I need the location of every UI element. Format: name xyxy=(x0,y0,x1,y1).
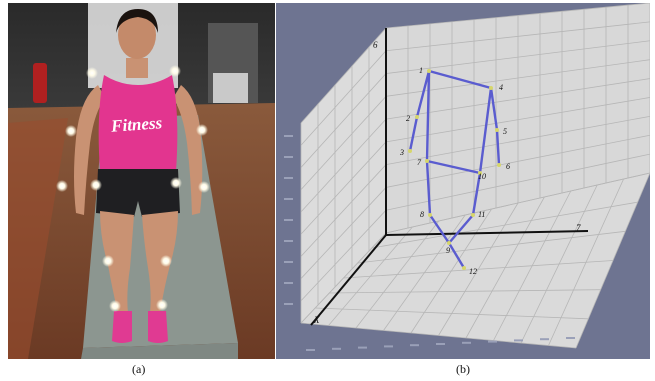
joint-marker-10 xyxy=(478,171,482,175)
reflective-markers xyxy=(56,65,210,312)
skeleton-segment-1-7 xyxy=(425,69,431,163)
skeleton-segment-7-10 xyxy=(425,159,482,175)
skeleton-segment-1-2 xyxy=(415,69,431,119)
y-axis-label: 7 xyxy=(576,223,581,233)
skeleton-segment-1-4 xyxy=(427,69,493,90)
joint-label-12: 12 xyxy=(469,267,477,276)
left-wall xyxy=(301,28,386,323)
shirt-text: Fitness xyxy=(110,113,164,136)
joint-marker-9 xyxy=(447,241,451,245)
joint-label-9: 9 xyxy=(446,246,450,255)
skeleton-segment-4-5 xyxy=(489,86,499,132)
skeleton-segment-11-9 xyxy=(447,213,475,245)
joint-marker-3 xyxy=(408,149,412,153)
skeleton-plot-panel: 6 7 X 1 2 3 4 5 6 7 8 9 10 11 12 xyxy=(276,2,651,359)
skeleton-segment-7-8 xyxy=(425,159,432,217)
caption-a: (a) xyxy=(132,362,146,376)
joint-marker-11 xyxy=(471,213,475,217)
skeleton-segment-5-6 xyxy=(495,128,501,167)
x-axis-label: X xyxy=(313,315,320,325)
skeleton-segment-8-9 xyxy=(428,213,451,245)
skeleton-segment-4-10 xyxy=(478,86,493,175)
subject-photo: Fitness xyxy=(8,3,275,359)
joint-label-8: 8 xyxy=(420,210,424,219)
skeleton-segment-9-12 xyxy=(447,241,466,270)
skeleton-segment-2-3 xyxy=(408,115,419,153)
y-axis xyxy=(385,230,589,236)
joint-label-1: 1 xyxy=(419,66,423,75)
floor-plane xyxy=(301,173,650,348)
joint-marker-8 xyxy=(428,213,432,217)
joint-label-7: 7 xyxy=(417,158,422,167)
skeleton-segment-10-11 xyxy=(471,171,482,217)
joint-label-10: 10 xyxy=(478,172,486,181)
joint-label-2: 2 xyxy=(406,114,410,123)
joint-marker-12 xyxy=(462,266,466,270)
joint-marker-6 xyxy=(497,163,501,167)
photo-panel: Fitness xyxy=(8,3,275,359)
joint-label-4: 4 xyxy=(499,83,503,92)
joint-label-11: 11 xyxy=(478,210,485,219)
joint-label-6: 6 xyxy=(506,162,510,171)
joint-marker-1 xyxy=(427,69,431,73)
caption-b: (b) xyxy=(456,362,470,376)
x-axis xyxy=(310,234,387,326)
joint-marker-2 xyxy=(415,115,419,119)
joint-marker-7 xyxy=(425,159,429,163)
joint-label-3: 3 xyxy=(399,148,404,157)
z-axis-label: 6 xyxy=(373,40,378,50)
joint-label-5: 5 xyxy=(503,127,507,136)
joint-marker-5 xyxy=(495,128,499,132)
joint-marker-4 xyxy=(489,86,493,90)
